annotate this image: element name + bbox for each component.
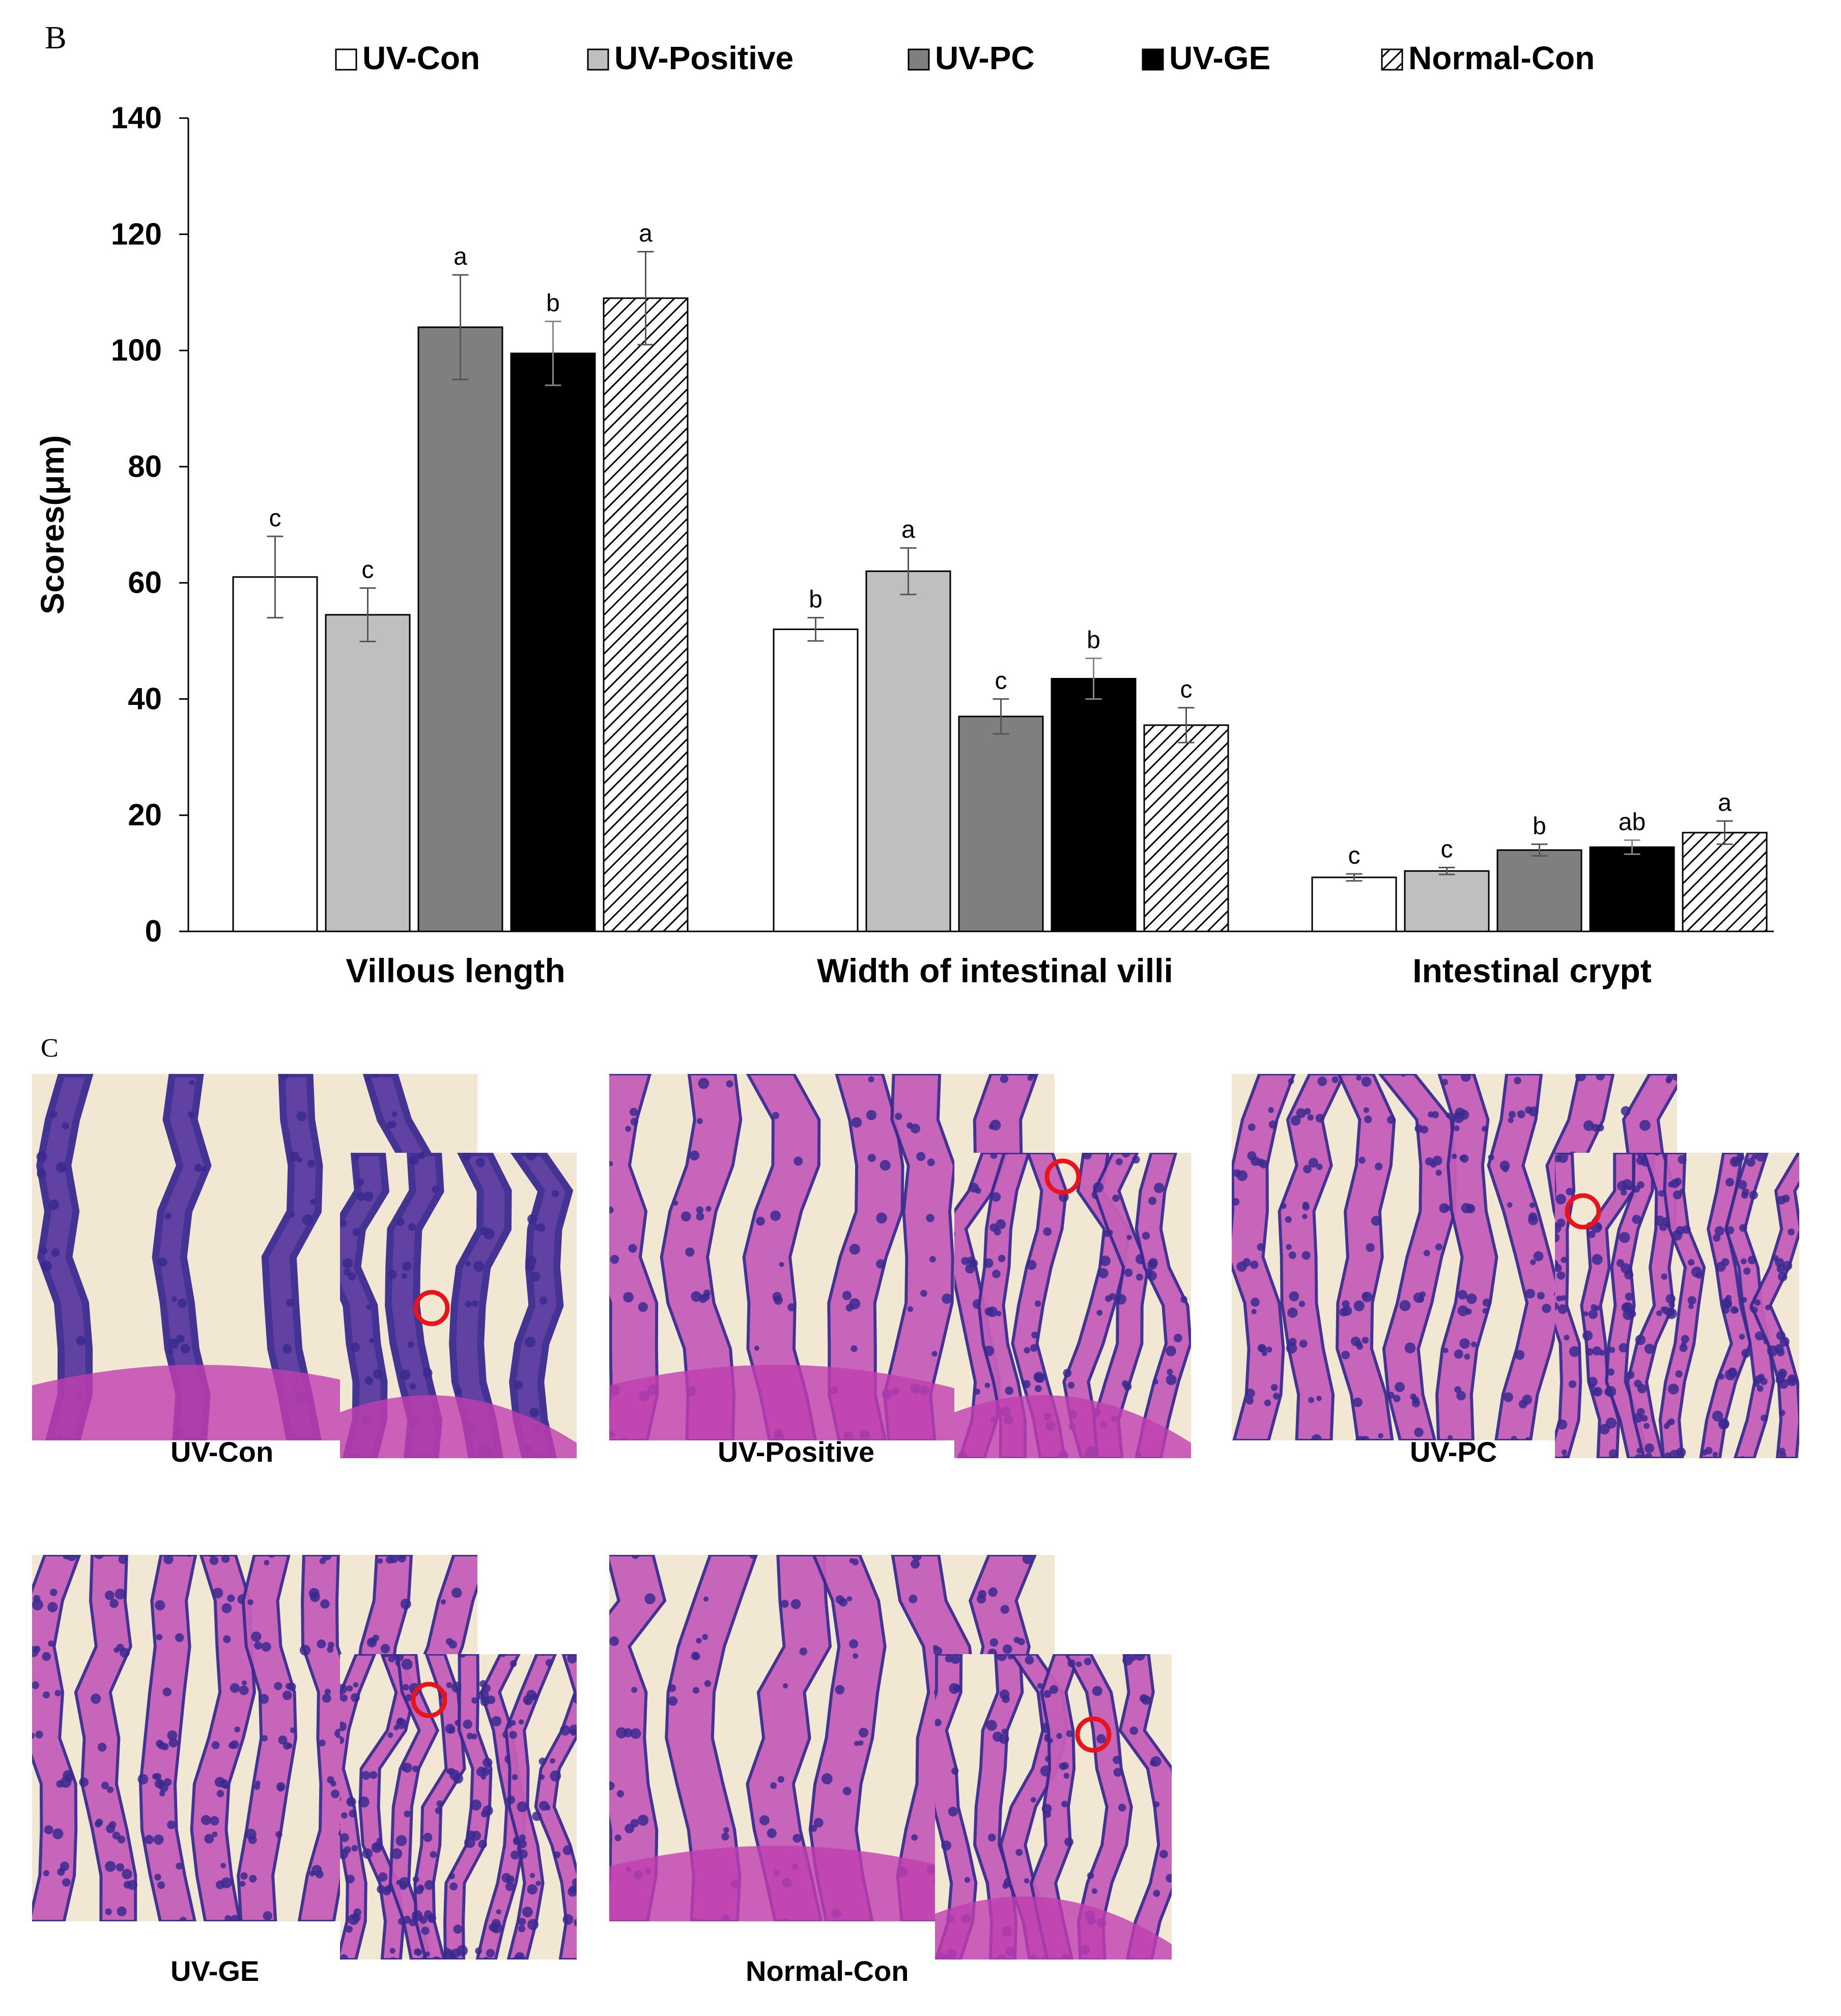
x-tick-label: Width of intestinal villi — [817, 952, 1173, 989]
significance-letter: a — [639, 220, 653, 247]
error-bar — [359, 587, 376, 642]
y-tick-label: 120 — [111, 217, 162, 251]
error-bar — [807, 617, 824, 642]
legend-label: Normal-Con — [1408, 40, 1595, 76]
legend-swatch — [1142, 48, 1164, 71]
micrograph-caption: Normal-Con — [746, 1955, 909, 1987]
legend-item: UV-PC — [908, 40, 1035, 76]
legend-item: Normal-Con — [1381, 40, 1595, 76]
marker-circle — [1042, 1156, 1083, 1197]
significance-letter: a — [1718, 789, 1732, 816]
significance-letter: b — [809, 586, 823, 613]
bar — [1589, 846, 1675, 932]
error-bar — [1178, 707, 1195, 744]
bar — [603, 297, 689, 932]
y-axis-label: Scores(μm) — [34, 435, 71, 614]
significance-letter: c — [1348, 842, 1361, 869]
marker-circle — [411, 1288, 452, 1328]
micrograph-image — [32, 1074, 477, 1440]
error-bar — [1085, 658, 1102, 700]
error-bar — [545, 321, 561, 386]
error-bar — [1346, 873, 1363, 882]
legend-item: UV-GE — [1142, 40, 1270, 76]
legend-swatch — [1381, 48, 1403, 71]
bar — [865, 570, 951, 932]
legend-item: UV-Positive — [587, 40, 794, 76]
y-tick-label: 0 — [145, 914, 162, 948]
marker-circle — [1073, 1714, 1114, 1755]
panel-b-label: B — [45, 19, 67, 55]
error-bar — [637, 251, 654, 346]
bar — [1496, 849, 1582, 932]
bar-chart: B UV-Con UV-Positive UV-PC UV-GE Normal-Con … — [34, 19, 1774, 989]
bar — [958, 716, 1044, 932]
significance-letter: a — [454, 243, 467, 270]
y-tick-label: 40 — [128, 682, 162, 716]
error-bar — [267, 535, 284, 619]
legend-label: UV-Con — [362, 40, 480, 76]
bar — [232, 576, 318, 932]
legend-swatch — [908, 48, 930, 71]
axes: 0 20 40 60 80 100 120 140 Scores(μm) — [34, 101, 1774, 948]
significance-letter: ab — [1619, 809, 1646, 836]
significance-letter: b — [546, 290, 560, 317]
bar — [510, 352, 596, 932]
significance-letter: c — [995, 667, 1007, 694]
y-tick-label: 80 — [128, 449, 162, 484]
category-labels: Villous length Width of intestinal villi I… — [346, 952, 1651, 989]
panel-c-label: C — [41, 1034, 59, 1063]
micrograph-caption: UV-Con — [171, 1436, 274, 1468]
legend-label: UV-Positive — [614, 40, 794, 76]
x-tick-label: Villous length — [346, 952, 565, 989]
legend-label: UV-PC — [935, 40, 1035, 76]
micrograph-caption: UV-Positive — [718, 1436, 875, 1468]
legend-swatch — [335, 48, 357, 71]
bar — [773, 628, 859, 932]
legend: UV-Con UV-Positive UV-PC UV-GE Normal-Con — [335, 40, 1595, 76]
marker-circle — [1563, 1191, 1603, 1232]
micrograph-inset-image — [935, 1654, 1172, 1960]
micrograph-inset-image — [340, 1654, 577, 1960]
micrograph-inset-image — [340, 1153, 577, 1458]
significance-letter: c — [362, 556, 374, 583]
x-tick-label: Intestinal crypt — [1412, 952, 1651, 989]
micrograph-caption: UV-PC — [1410, 1436, 1497, 1468]
significance-letter: c — [269, 505, 281, 532]
bar — [1051, 677, 1137, 932]
bar — [1682, 832, 1768, 932]
micrograph-caption: UV-GE — [171, 1955, 260, 1987]
bar — [325, 614, 411, 932]
y-tick-label: 140 — [111, 101, 162, 135]
significance-letter: b — [1087, 627, 1100, 654]
error-bar — [993, 698, 1009, 735]
bar — [417, 326, 503, 932]
significance-letter: b — [1533, 813, 1546, 840]
legend-label: UV-GE — [1169, 40, 1270, 76]
marker-circle — [409, 1680, 449, 1720]
legend-item: UV-Con — [335, 40, 480, 76]
bar — [1311, 876, 1397, 932]
error-bar — [1624, 839, 1640, 855]
error-bar — [900, 547, 917, 595]
bar — [1404, 870, 1490, 932]
significance-letter: c — [1180, 676, 1193, 703]
error-bar — [452, 274, 469, 381]
significance-letter: c — [1441, 836, 1453, 863]
y-tick-label: 20 — [128, 798, 162, 832]
error-bar — [1438, 866, 1455, 875]
micrograph-inset-image — [954, 1153, 1191, 1458]
error-bar — [1716, 820, 1733, 845]
legend-swatch — [587, 48, 609, 71]
significance-letter: a — [901, 517, 915, 544]
y-tick-label: 100 — [111, 333, 162, 367]
y-tick-label: 60 — [128, 565, 162, 600]
error-bar — [1531, 843, 1548, 857]
bar — [1143, 724, 1229, 932]
